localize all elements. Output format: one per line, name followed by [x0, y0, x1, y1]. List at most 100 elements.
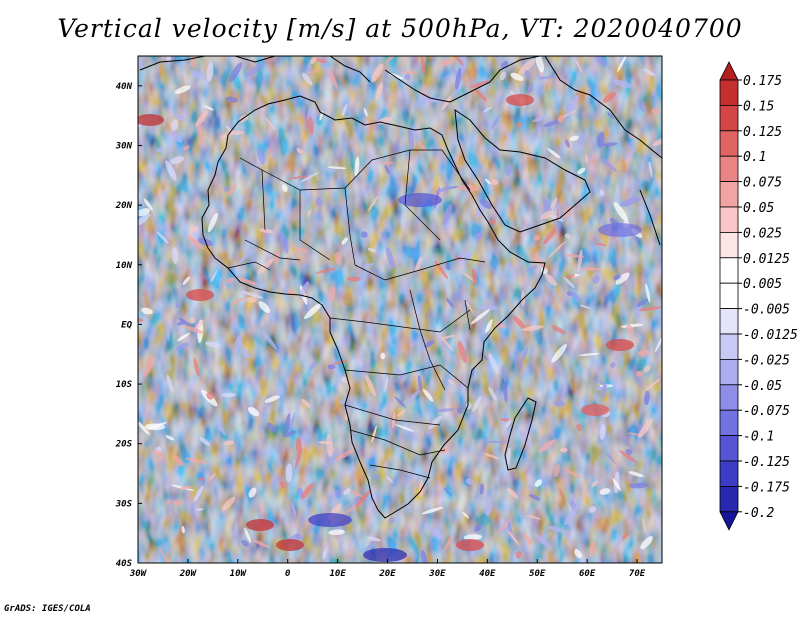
updraft-patch	[506, 94, 534, 106]
field-streak	[252, 539, 270, 548]
field-streak	[471, 269, 478, 285]
colorbar-level-label: 0.125	[743, 125, 782, 140]
colorbar-swatch	[719, 181, 739, 208]
field-streak	[335, 449, 354, 461]
colorbar-level-label: -0.005	[743, 303, 790, 318]
field-streak	[308, 116, 314, 136]
field-streak	[239, 248, 253, 263]
field-streak	[637, 418, 653, 439]
field-streak	[166, 499, 171, 505]
field-streak	[153, 449, 161, 456]
field-streak	[522, 325, 544, 331]
field-streak	[193, 357, 200, 377]
field-streak	[638, 102, 645, 112]
lon-tick-label: 10E	[329, 569, 346, 579]
field-streak	[505, 132, 513, 141]
field-streak	[236, 277, 258, 286]
field-streak	[596, 242, 607, 247]
field-streak	[474, 524, 482, 533]
field-streak	[420, 56, 425, 75]
field-streak	[588, 541, 596, 557]
field-streak	[499, 418, 512, 422]
field-streak	[288, 412, 296, 434]
colorbar-level-label: -0.2	[743, 506, 774, 521]
colorbar-level-label: -0.1	[743, 430, 774, 445]
lat-tick-label: 20S	[115, 440, 133, 450]
field-streak	[224, 185, 230, 192]
field-streak	[327, 166, 347, 170]
field-streak	[645, 378, 661, 391]
field-streak	[385, 56, 400, 64]
field-streak	[175, 302, 181, 309]
field-streak	[422, 388, 434, 402]
field-streak	[333, 359, 347, 365]
field-streak	[588, 506, 597, 513]
field-streak	[367, 247, 377, 253]
field-streak	[602, 92, 617, 103]
field-streak	[519, 429, 531, 447]
colorbar-level-label: -0.05	[743, 379, 782, 394]
field-streak	[568, 492, 574, 503]
field-streak	[457, 340, 467, 364]
map-title: Vertical velocity [m/s] at 500hPa, VT: 2…	[57, 14, 743, 43]
field-streak	[176, 321, 186, 326]
updraft-patch	[276, 539, 304, 551]
field-streak	[283, 430, 297, 438]
field-streak	[600, 384, 607, 399]
field-streak	[297, 487, 304, 498]
field-streak	[528, 493, 541, 501]
field-streak	[223, 440, 235, 446]
field-streak	[643, 364, 651, 373]
field-streak	[259, 228, 274, 234]
colorbar-level-label: -0.0125	[743, 328, 798, 343]
field-streak	[322, 549, 327, 560]
field-streak	[417, 375, 423, 392]
field-streak	[284, 413, 291, 435]
colorbar-level-label: 0.05	[743, 201, 774, 216]
field-streak	[548, 525, 564, 533]
field-streak	[432, 408, 456, 413]
field-streak	[295, 247, 309, 253]
lon-tick-label: 70E	[629, 569, 646, 579]
field-streak	[384, 164, 390, 175]
field-streak	[301, 482, 314, 500]
field-streak	[564, 233, 571, 240]
field-streak	[328, 529, 345, 536]
colorbar-swatch	[719, 409, 739, 437]
field-streak	[434, 260, 449, 280]
field-streak	[591, 480, 598, 488]
field-streak	[569, 135, 579, 141]
field-streak	[553, 463, 561, 478]
field-streak	[637, 350, 650, 357]
lon-tick-label: 30W	[129, 569, 148, 579]
field-streak	[507, 530, 520, 545]
field-streak	[360, 231, 368, 238]
field-streak	[428, 415, 442, 430]
field-streak	[484, 453, 500, 460]
field-streak	[442, 203, 453, 226]
colorbar-swatch	[719, 485, 739, 513]
field-streak	[454, 292, 461, 299]
field-streak	[221, 392, 236, 398]
field-streak	[642, 517, 646, 533]
field-streak	[532, 116, 546, 123]
field-streak	[515, 551, 522, 559]
field-streak	[622, 532, 630, 540]
field-streak	[544, 120, 560, 127]
field-streak	[285, 463, 293, 483]
field-streak	[459, 251, 473, 260]
field-streak	[225, 96, 239, 103]
field-streak	[354, 156, 360, 177]
field-streak	[592, 275, 600, 284]
field-streak	[170, 156, 185, 164]
field-streak	[396, 409, 406, 417]
field-streak	[505, 261, 512, 271]
field-streak	[304, 302, 322, 320]
field-streak	[257, 257, 275, 275]
map-axes: 30W 20W 10W 0 10E 20E 30E 40E 50E 60E 70E 40N 30N 20N…	[115, 82, 646, 579]
field-streak	[346, 276, 361, 282]
field-streak	[159, 546, 168, 563]
field-streak	[310, 56, 317, 65]
field-streak	[326, 433, 333, 458]
